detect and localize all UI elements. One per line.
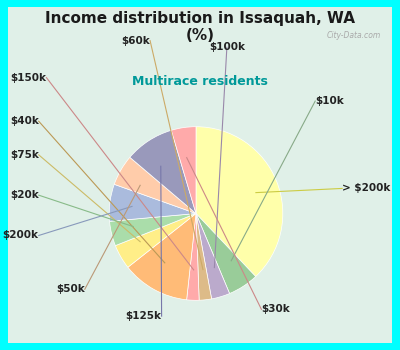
Text: $150k: $150k — [10, 72, 46, 83]
Text: Income distribution in Issaquah, WA
(%): Income distribution in Issaquah, WA (%) — [45, 10, 355, 43]
Wedge shape — [115, 214, 196, 267]
Text: Multirace residents: Multirace residents — [132, 75, 268, 88]
Wedge shape — [187, 214, 199, 300]
Text: $10k: $10k — [315, 96, 344, 106]
Text: $100k: $100k — [209, 42, 245, 52]
Wedge shape — [114, 157, 196, 214]
Wedge shape — [110, 214, 196, 246]
Text: $50k: $50k — [56, 284, 85, 294]
Text: City-Data.com: City-Data.com — [326, 30, 380, 40]
Text: $200k: $200k — [3, 231, 39, 240]
Wedge shape — [196, 127, 283, 276]
FancyBboxPatch shape — [8, 7, 392, 343]
Wedge shape — [196, 214, 256, 294]
Wedge shape — [196, 214, 212, 300]
Text: $40k: $40k — [10, 116, 39, 126]
Text: $60k: $60k — [121, 36, 150, 46]
Wedge shape — [130, 130, 196, 214]
Wedge shape — [109, 184, 196, 221]
Wedge shape — [128, 214, 196, 300]
Text: $75k: $75k — [10, 150, 39, 160]
Wedge shape — [196, 214, 230, 299]
Text: $125k: $125k — [126, 311, 162, 321]
Wedge shape — [171, 127, 196, 214]
Text: $20k: $20k — [10, 190, 39, 200]
Text: > $200k: > $200k — [342, 183, 390, 194]
Text: $30k: $30k — [262, 304, 290, 314]
